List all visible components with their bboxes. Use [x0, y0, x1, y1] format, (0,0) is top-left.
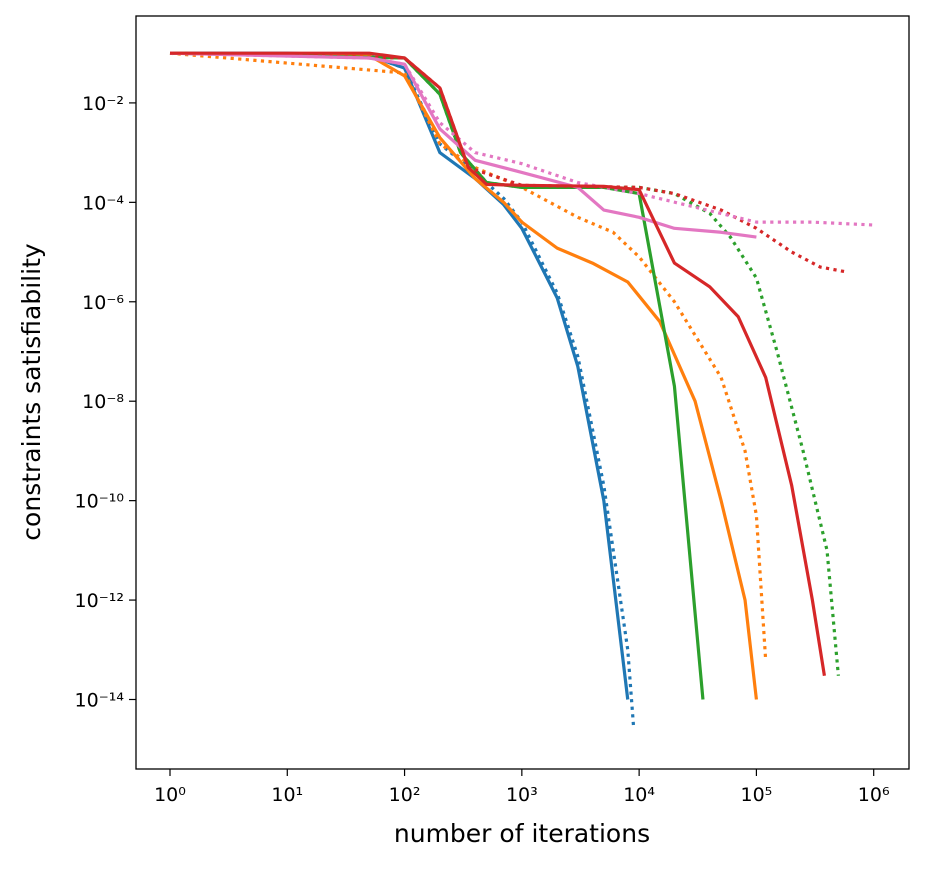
x-tick-label: 10⁴: [623, 784, 655, 806]
x-tick-label: 10³: [506, 784, 538, 806]
series-line: [169, 51, 768, 661]
y-tick-label: 10⁻²: [82, 93, 124, 115]
y-tick-label: 10⁻¹²: [75, 590, 124, 612]
x-tick-label: 10¹: [271, 784, 303, 806]
y-tick-label: 10⁻⁶: [82, 292, 124, 314]
series-line: [169, 51, 874, 227]
series-line: [169, 51, 757, 239]
series-line: [169, 51, 758, 700]
series-line: [169, 51, 847, 274]
series-line: [170, 51, 826, 677]
y-tick-label: 10⁻¹⁰: [75, 491, 124, 513]
y-tick-label: 10⁻⁴: [82, 192, 124, 214]
x-tick-label: 10⁵: [741, 784, 773, 806]
x-tick-label: 10²: [389, 784, 421, 806]
plot-frame: [135, 15, 910, 770]
y-tick-label: 10⁻⁸: [82, 391, 124, 413]
series-line: [170, 51, 630, 700]
series-line: [169, 51, 840, 676]
x-tick-label: 10⁶: [858, 784, 890, 806]
y-axis-label: constraints satisfiability: [17, 243, 46, 541]
series-line: [169, 51, 636, 730]
x-tick-label: 10⁰: [154, 784, 186, 806]
x-axis-label: number of iterations: [394, 819, 650, 848]
y-tick-label: 10⁻¹⁴: [75, 690, 125, 712]
series-line: [169, 51, 705, 700]
